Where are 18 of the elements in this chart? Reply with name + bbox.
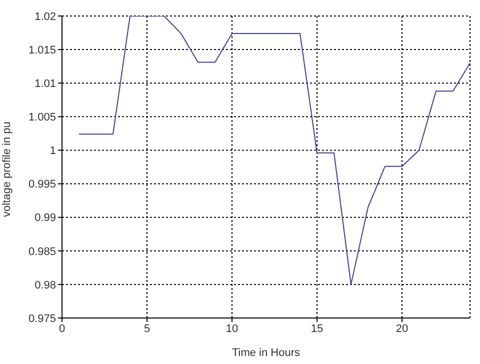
- x-tick-label: 5: [144, 322, 150, 335]
- line-series: [78, 16, 470, 285]
- y-tick-label: 1.02: [34, 10, 56, 23]
- x-tick-label: 15: [310, 322, 324, 335]
- y-tick-label: 1.015: [28, 44, 56, 56]
- y-tick-label: 0.995: [28, 178, 56, 191]
- x-axis-title: Time in Hours: [232, 347, 301, 359]
- x-tick-label: 20: [396, 322, 408, 335]
- y-tick-label: 0.99: [34, 212, 56, 224]
- y-tick-label: 1.01: [34, 78, 56, 90]
- y-axis-title: voltage profile in pu: [0, 122, 13, 217]
- y-tick-label: 1: [50, 145, 56, 158]
- y-tick-label: 0.985: [28, 246, 56, 258]
- x-tick-label: 10: [226, 322, 238, 335]
- y-tick-label: 1.005: [28, 112, 56, 124]
- x-tick-label: 0: [58, 322, 66, 335]
- y-tick-label: 0.975: [28, 312, 56, 325]
- y-tick-label: 0.98: [34, 279, 56, 292]
